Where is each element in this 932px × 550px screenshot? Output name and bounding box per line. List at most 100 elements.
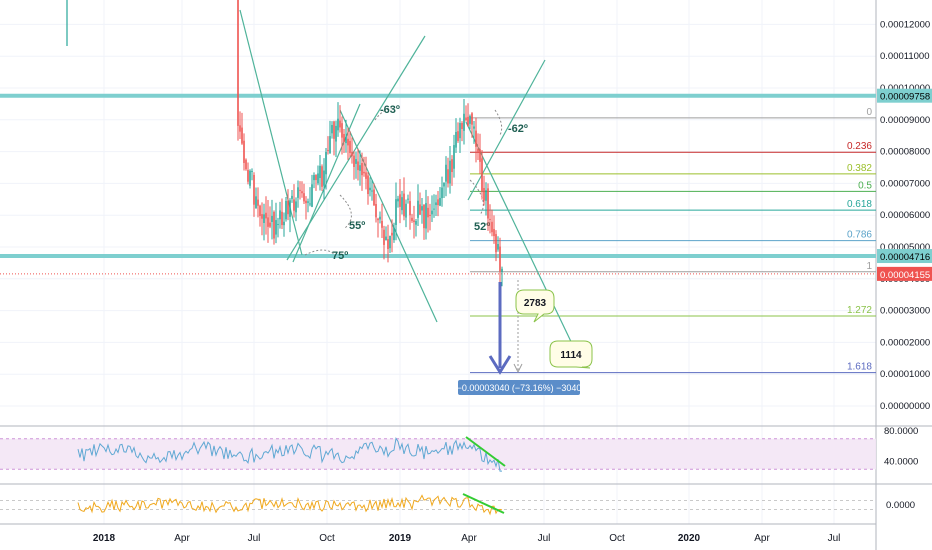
osc-line[interactable] <box>77 494 503 516</box>
candle-body <box>387 239 389 249</box>
trendline-3[interactable] <box>465 121 576 351</box>
angle-arc-3[interactable] <box>494 109 503 136</box>
price-tick-1: 0.00012000 <box>880 19 930 30</box>
candle-body <box>441 187 443 199</box>
fib-label-5: 0.786 <box>847 230 872 241</box>
candle-body <box>239 125 241 132</box>
candle-body <box>399 194 401 207</box>
angle-arc-1[interactable] <box>339 194 352 229</box>
candle-body <box>295 201 297 213</box>
price-tick-3: 0.00010000 <box>880 83 930 94</box>
angle-arc-2[interactable] <box>469 179 484 216</box>
candle-body <box>449 160 451 184</box>
candle-body <box>263 214 265 223</box>
price-badge-0 <box>877 88 932 103</box>
candle-body <box>423 204 425 229</box>
price-badge-2 <box>877 266 932 281</box>
angle-arc-4[interactable] <box>374 107 393 121</box>
candle-body <box>259 205 261 216</box>
candle-body <box>473 126 475 129</box>
osc-tick-0: 0.0000 <box>886 500 915 511</box>
price-tick-12: 0.00001000 <box>880 369 930 380</box>
candle-body <box>327 149 329 151</box>
candle-body <box>311 184 313 207</box>
time-tick-10: Jul <box>828 533 841 544</box>
fib-label-7: 1.272 <box>847 305 872 316</box>
osc-divergence-line[interactable] <box>462 493 505 514</box>
candle-body <box>307 201 309 203</box>
trendline-5[interactable] <box>239 9 303 256</box>
candle-body <box>247 169 249 182</box>
price-tick-5: 0.00008000 <box>880 147 930 158</box>
price-badge-label-2: 0.00004155 <box>880 270 930 281</box>
candle-body <box>453 145 455 169</box>
candle-body <box>397 198 399 202</box>
rsi-line[interactable] <box>77 437 502 472</box>
candle-body <box>463 113 465 131</box>
candle-body <box>335 125 337 142</box>
callout-bubble-1[interactable] <box>549 340 593 369</box>
fibonacci-extension[interactable]: 0 0.236 0.382 0.5 0.618 0.786 1 1.272 1.618 <box>470 107 876 374</box>
price-axis[interactable]: 0.000130000.000120000.000110000.00010000… <box>880 0 930 412</box>
measure-guide-head <box>513 363 523 374</box>
candle-body <box>451 159 453 172</box>
candle-body <box>273 211 275 239</box>
candle-body <box>285 200 287 220</box>
candle-body <box>305 200 307 204</box>
time-axis[interactable]: 2018 Apr Jul Oct 2019 Apr Jul Oct 2020 Apr Jul <box>93 533 841 544</box>
candle-body <box>411 217 413 221</box>
candle-body <box>319 165 321 179</box>
candle-body <box>339 120 341 128</box>
trendline-2[interactable] <box>467 59 546 201</box>
candle-body <box>363 171 365 174</box>
candle-body <box>325 151 327 175</box>
candle-body <box>495 234 497 253</box>
horizontal-levels[interactable] <box>0 93 876 275</box>
candle-body <box>245 159 247 170</box>
candle-body <box>291 195 293 199</box>
candle-body <box>405 203 407 218</box>
candle-body <box>457 131 459 141</box>
angle-arcs[interactable]: -63º -62º 55º 52º 75º <box>304 104 528 262</box>
rsi-axis[interactable]: 80.0000 40.0000 <box>884 426 918 467</box>
candle-body <box>491 221 493 233</box>
candle-body <box>499 246 501 272</box>
candle-body <box>261 214 263 219</box>
candle-body <box>365 172 367 179</box>
time-tick-8: 2020 <box>678 533 701 544</box>
candle-body <box>443 182 445 187</box>
trendline-4[interactable] <box>339 109 438 323</box>
candle-body <box>375 204 377 218</box>
time-tick-2: Jul <box>248 533 261 544</box>
callout-bubble-0[interactable] <box>515 289 555 323</box>
candle-body <box>497 243 499 250</box>
rsi-pane[interactable] <box>0 436 876 472</box>
candle-body <box>393 227 395 241</box>
time-tick-6: Jul <box>538 533 551 544</box>
candle-body <box>447 169 449 184</box>
candle-body <box>349 140 351 154</box>
angle-arc-0[interactable] <box>304 249 336 256</box>
oscillator-pane[interactable] <box>0 493 876 516</box>
candle-body <box>257 199 259 206</box>
projection-arrow-head[interactable] <box>488 355 512 375</box>
candle-body <box>249 170 251 186</box>
candle-body <box>395 199 397 225</box>
fib-label-0: 0 <box>866 107 872 118</box>
projection-drawings[interactable]: −0.00003040 (−73.16%) −3040 <box>457 280 582 395</box>
rsi-divergence-line[interactable] <box>465 436 506 467</box>
candle-body <box>341 123 343 138</box>
candle-body <box>385 236 387 241</box>
measure-label-box[interactable] <box>458 380 580 395</box>
candle-body <box>255 196 257 209</box>
price-tick-11: 0.00002000 <box>880 337 930 348</box>
angle-label-1: -62º <box>508 123 528 135</box>
callouts[interactable]: 2783 1114 <box>515 289 593 369</box>
oscillator-axis[interactable]: 0.0000 <box>886 500 915 511</box>
candle-body <box>355 159 357 164</box>
candle-body <box>459 123 461 139</box>
candle-body <box>271 215 273 222</box>
candle-body <box>461 122 463 129</box>
candle-body <box>421 206 423 211</box>
